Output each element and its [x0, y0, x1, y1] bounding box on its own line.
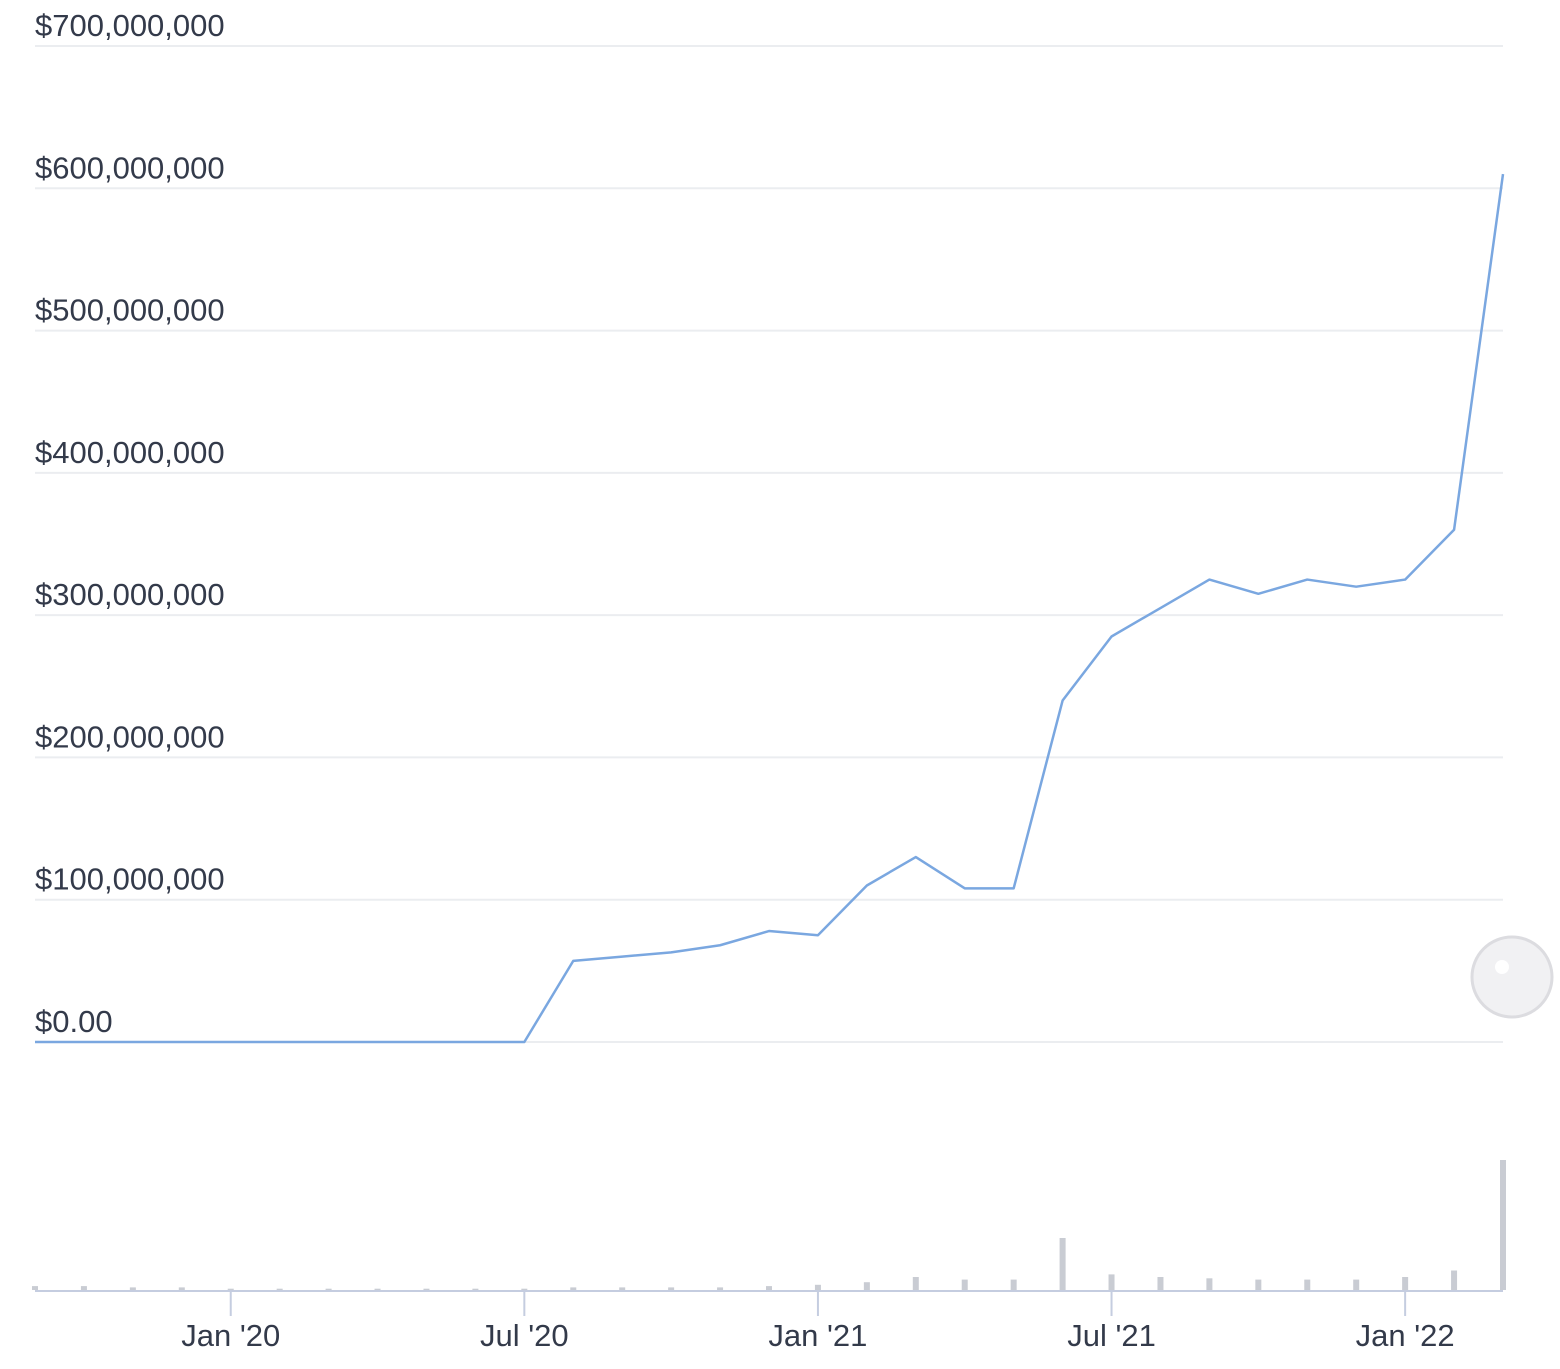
volume-bar [178, 1287, 185, 1290]
volume-bar [766, 1286, 772, 1290]
volume-bar [619, 1287, 626, 1290]
logo-circle [1470, 935, 1554, 1019]
x-tick-label: Jan '20 [181, 1318, 280, 1353]
volume-bar [1500, 1160, 1506, 1290]
volume-bar [1157, 1277, 1164, 1290]
volume-bar [129, 1287, 136, 1290]
volume-bar [570, 1287, 577, 1290]
volume-bar [1059, 1238, 1066, 1290]
volume-bar [472, 1288, 479, 1290]
volume-bar [32, 1286, 38, 1290]
volume-bar [1304, 1279, 1311, 1290]
volume-bar [374, 1288, 381, 1290]
volume-bar [912, 1277, 919, 1290]
volume-bar [1451, 1270, 1458, 1290]
y-tick-label: $100,000,000 [35, 862, 225, 897]
x-tick-label: Jan '22 [1356, 1318, 1455, 1353]
volume-bar [717, 1287, 724, 1290]
volume-bar [1255, 1279, 1262, 1290]
y-tick-label: $0.00 [35, 1004, 113, 1039]
x-tick-label: Jan '21 [768, 1318, 867, 1353]
watermark-logo [1470, 935, 1554, 1019]
logo-eye [1495, 960, 1509, 974]
y-tick-label: $400,000,000 [35, 435, 225, 470]
x-tick-label: Jul '20 [480, 1318, 569, 1353]
volume-bar [961, 1279, 968, 1290]
volume-bar [1108, 1274, 1115, 1290]
x-tick-label: Jul '21 [1067, 1318, 1156, 1353]
y-tick-label: $300,000,000 [35, 577, 225, 612]
y-tick-label: $500,000,000 [35, 293, 225, 328]
volume-bar [1206, 1278, 1213, 1290]
volume-bar [325, 1288, 332, 1290]
volume-bar [80, 1286, 87, 1290]
volume-bar [1010, 1279, 1017, 1290]
volume-bar [423, 1288, 430, 1290]
price-line [35, 173, 1505, 1044]
y-tick-label: $200,000,000 [35, 719, 225, 754]
volume-bar [668, 1287, 675, 1290]
volume-bar [227, 1288, 234, 1290]
volume-bar [1353, 1279, 1360, 1290]
volume-bar [863, 1282, 870, 1290]
y-tick-label: $700,000,000 [35, 8, 225, 43]
volume-bar [1402, 1277, 1409, 1290]
y-tick-label: $600,000,000 [35, 150, 225, 185]
volume-bar [521, 1288, 528, 1290]
volume-bar [814, 1284, 821, 1290]
volume-bar [276, 1288, 283, 1290]
